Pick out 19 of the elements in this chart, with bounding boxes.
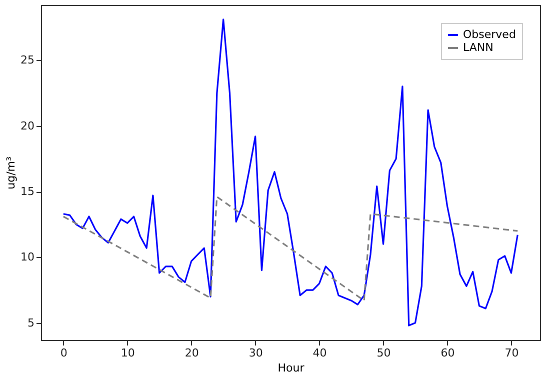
y-tick-label: 20 <box>20 119 34 132</box>
y-axis-title: ug/m³ <box>4 156 18 190</box>
y-tick-label: 5 <box>28 316 34 330</box>
x-tick-label: 0 <box>60 346 68 360</box>
line-series <box>62 196 518 302</box>
legend-label: Observed <box>463 28 516 41</box>
x-axis-title: Hour <box>278 362 305 374</box>
legend-label: LANN <box>463 41 494 54</box>
y-tick-label: 10 <box>20 250 34 264</box>
x-tick-label: 10 <box>120 346 135 360</box>
x-tick-label: 60 <box>440 346 455 360</box>
x-tick-label: 40 <box>312 346 327 360</box>
x-tick-label: 30 <box>248 346 263 360</box>
x-tick-label: 20 <box>184 346 199 360</box>
x-tick-label: 50 <box>376 346 391 360</box>
y-tick-label: 15 <box>20 185 34 198</box>
x-tick-label: 70 <box>504 346 519 360</box>
y-tick-label: 25 <box>20 54 34 67</box>
line-series <box>62 18 518 326</box>
